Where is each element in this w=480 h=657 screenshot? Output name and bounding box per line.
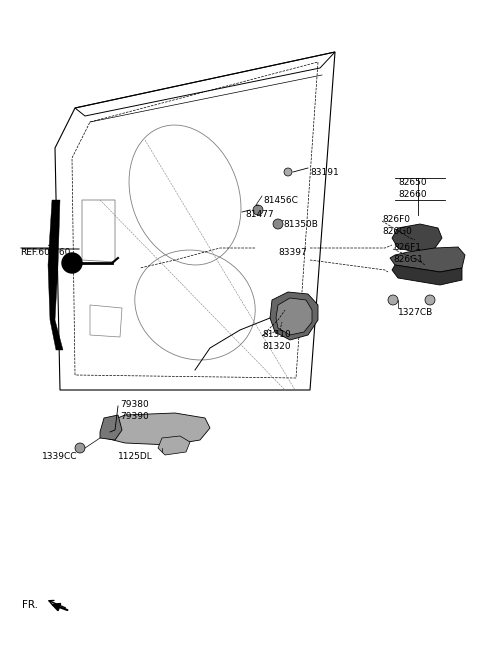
- Circle shape: [253, 205, 263, 215]
- Text: 1327CB: 1327CB: [398, 308, 433, 317]
- Text: 82650: 82650: [398, 178, 427, 187]
- Text: 81310: 81310: [262, 330, 291, 339]
- Circle shape: [425, 295, 435, 305]
- Text: 826F0: 826F0: [382, 215, 410, 224]
- Text: 83397: 83397: [278, 248, 307, 257]
- Polygon shape: [100, 415, 122, 440]
- Polygon shape: [270, 292, 318, 340]
- Polygon shape: [392, 265, 462, 285]
- Circle shape: [284, 168, 292, 176]
- Polygon shape: [158, 436, 190, 455]
- Text: 1125DL: 1125DL: [118, 452, 153, 461]
- Polygon shape: [48, 200, 63, 350]
- Polygon shape: [392, 224, 442, 252]
- Text: 81456C: 81456C: [263, 196, 298, 205]
- Text: REF.60-760: REF.60-760: [20, 248, 71, 257]
- Text: 1339CC: 1339CC: [42, 452, 77, 461]
- Text: 79380: 79380: [120, 400, 149, 409]
- Polygon shape: [390, 247, 465, 272]
- Text: 83191: 83191: [310, 168, 339, 177]
- Polygon shape: [276, 298, 312, 335]
- Polygon shape: [105, 413, 210, 445]
- Text: 826G1: 826G1: [393, 255, 423, 264]
- Circle shape: [75, 443, 85, 453]
- Text: FR.: FR.: [22, 600, 38, 610]
- Text: 826F1: 826F1: [393, 243, 421, 252]
- Text: 81477: 81477: [245, 210, 274, 219]
- Text: 826G0: 826G0: [382, 227, 412, 236]
- Text: 82660: 82660: [398, 190, 427, 199]
- Circle shape: [62, 253, 82, 273]
- Text: 79390: 79390: [120, 412, 149, 421]
- Circle shape: [388, 295, 398, 305]
- Text: 81350B: 81350B: [283, 220, 318, 229]
- Circle shape: [273, 219, 283, 229]
- Text: 81320: 81320: [262, 342, 290, 351]
